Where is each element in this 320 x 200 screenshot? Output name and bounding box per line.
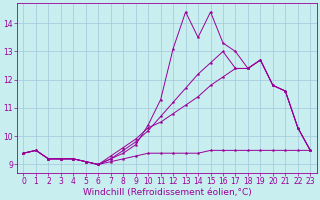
- X-axis label: Windchill (Refroidissement éolien,°C): Windchill (Refroidissement éolien,°C): [83, 188, 251, 197]
